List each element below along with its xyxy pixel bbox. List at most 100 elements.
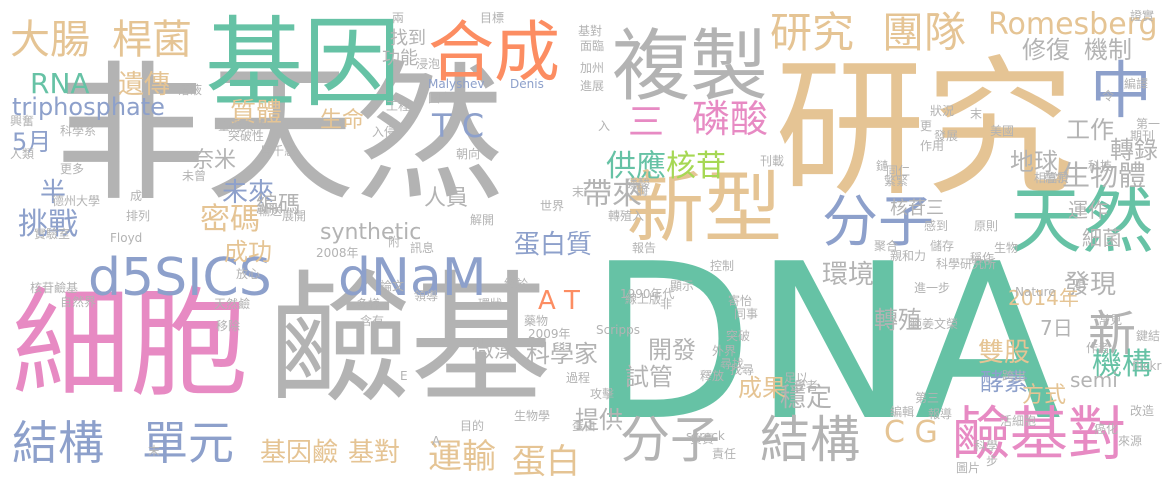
word-101: 朝向 <box>456 147 481 161</box>
word-55: 7日 <box>1040 316 1073 340</box>
word-126: 環狀 <box>478 297 503 311</box>
word-50: 運作 <box>1068 198 1108 222</box>
word-96: 更多 <box>60 162 85 176</box>
word-93: 興奮 <box>10 114 35 128</box>
word-37: 帶來 <box>582 177 642 212</box>
word-77: 奈米 <box>192 148 237 173</box>
word-108: 排列 <box>126 209 151 223</box>
word-60: semi <box>1070 368 1118 392</box>
word-4: 細胞 <box>12 275 249 413</box>
word-168: flickr <box>1132 359 1162 373</box>
word-3: 鹼基 <box>268 258 552 423</box>
word-30: 質體 <box>230 98 283 128</box>
word-195: 證實 <box>1130 9 1155 23</box>
word-142: 同事 <box>734 307 759 321</box>
word-161: 活細胞 <box>1000 414 1037 428</box>
word-191: 令 <box>1102 89 1115 103</box>
word-182: 美國 <box>990 124 1015 138</box>
word-1: DNA <box>588 217 1062 468</box>
word-91: 國立 <box>428 91 453 105</box>
word-97: 臺灣大學 <box>218 119 267 133</box>
word-79: synthetic <box>320 220 422 245</box>
word-15: 分子 <box>620 411 720 469</box>
word-167: 改造 <box>1130 404 1155 418</box>
word-2: 研究 <box>775 43 1076 217</box>
word-85: 目標 <box>480 11 505 25</box>
word-166: 來源 <box>1118 434 1143 448</box>
word-19: 大腸 <box>10 17 90 63</box>
word-150: 過程 <box>566 371 591 385</box>
word-92: 溶液 <box>178 83 203 97</box>
word-58: 酵素 <box>980 368 1028 396</box>
word-160: 編輯 <box>890 405 915 419</box>
word-127: 多樣 <box>356 297 381 311</box>
word-114: 訊息 <box>410 241 435 255</box>
word-41: 生物體 <box>1062 159 1147 192</box>
word-31: T C <box>432 107 485 145</box>
word-27: RNA <box>30 67 90 100</box>
word-87: 基對 <box>578 24 603 38</box>
word-14: 鹼基對 <box>952 400 1127 468</box>
word-174: 進一步 <box>914 281 951 295</box>
word-163: 圖片 <box>956 461 981 475</box>
word-121: 轉殖入 <box>608 209 645 223</box>
word-199: 末 <box>572 185 585 199</box>
word-62: 成果 <box>738 374 786 402</box>
word-202: E <box>400 369 408 383</box>
word-84: 進展 <box>580 79 605 93</box>
word-94: 科學系 <box>60 124 97 138</box>
word-153: 蛋白 <box>572 419 597 433</box>
word-196: 跨出 <box>1002 369 1027 383</box>
word-145: 尋找 <box>720 357 745 371</box>
word-203: A <box>432 434 441 448</box>
word-146: 釋放 <box>700 369 725 383</box>
word-147: 找尋 <box>730 363 755 377</box>
word-136: 1990年代 <box>620 287 675 301</box>
word-57: 機構 <box>1092 347 1152 382</box>
word-29: 遺傳 <box>118 70 171 100</box>
word-141: 寄怡 <box>728 294 753 308</box>
word-53: 2014年 <box>1008 286 1079 310</box>
word-194: 期刊 <box>1130 129 1155 143</box>
word-148: 足以 <box>784 371 809 385</box>
word-189: 繁緊 <box>884 174 909 188</box>
word-63: 蛋白 <box>512 442 580 482</box>
word-118: 儲存 <box>930 239 955 253</box>
word-8: 新型 <box>626 164 783 254</box>
word-123: 論文 <box>380 279 405 293</box>
word-99: 入侵 <box>372 125 397 139</box>
word-137: 顯示 <box>670 279 695 293</box>
word-107: 德州大學 <box>52 194 101 208</box>
word-164: 步 <box>986 454 999 468</box>
word-71: 微藻 <box>472 338 517 363</box>
word-124: 領導 <box>414 289 439 303</box>
word-110: 展開 <box>282 209 307 223</box>
word-11: 分子 <box>822 190 934 255</box>
word-16: 結構 <box>760 411 860 469</box>
word-143: 突破 <box>726 329 751 343</box>
word-120: 感到 <box>924 219 949 233</box>
word-134: 2009年 <box>528 327 571 341</box>
word-102: 刊載 <box>760 154 785 168</box>
word-140: 非 <box>660 297 673 311</box>
word-159: 第三 <box>915 391 940 405</box>
word-24: 新 <box>1088 306 1137 362</box>
word-200: 附 <box>388 235 401 249</box>
word-39: 轉錄 <box>1110 136 1158 164</box>
word-7: 合成 <box>428 14 560 91</box>
word-103: 磷酸 <box>626 177 651 191</box>
word-135: Scripps <box>596 323 640 337</box>
word-54: 轉殖 <box>874 306 922 334</box>
word-104: 酶 <box>636 184 649 198</box>
word-128: 天然鹼 <box>214 297 251 311</box>
word-186: 相當於 <box>1034 171 1071 185</box>
word-34: 密碼 <box>200 202 260 237</box>
word-105: 未曾 <box>182 169 207 183</box>
word-22: 團隊 <box>882 8 967 57</box>
word-122: 放心 <box>236 267 261 281</box>
word-198: 解開 <box>470 213 495 227</box>
word-81: Malyshev <box>428 77 485 91</box>
word-178: 生物 <box>994 241 1019 255</box>
word-6: 複製 <box>612 22 769 112</box>
word-139: 線上版 <box>625 292 662 306</box>
